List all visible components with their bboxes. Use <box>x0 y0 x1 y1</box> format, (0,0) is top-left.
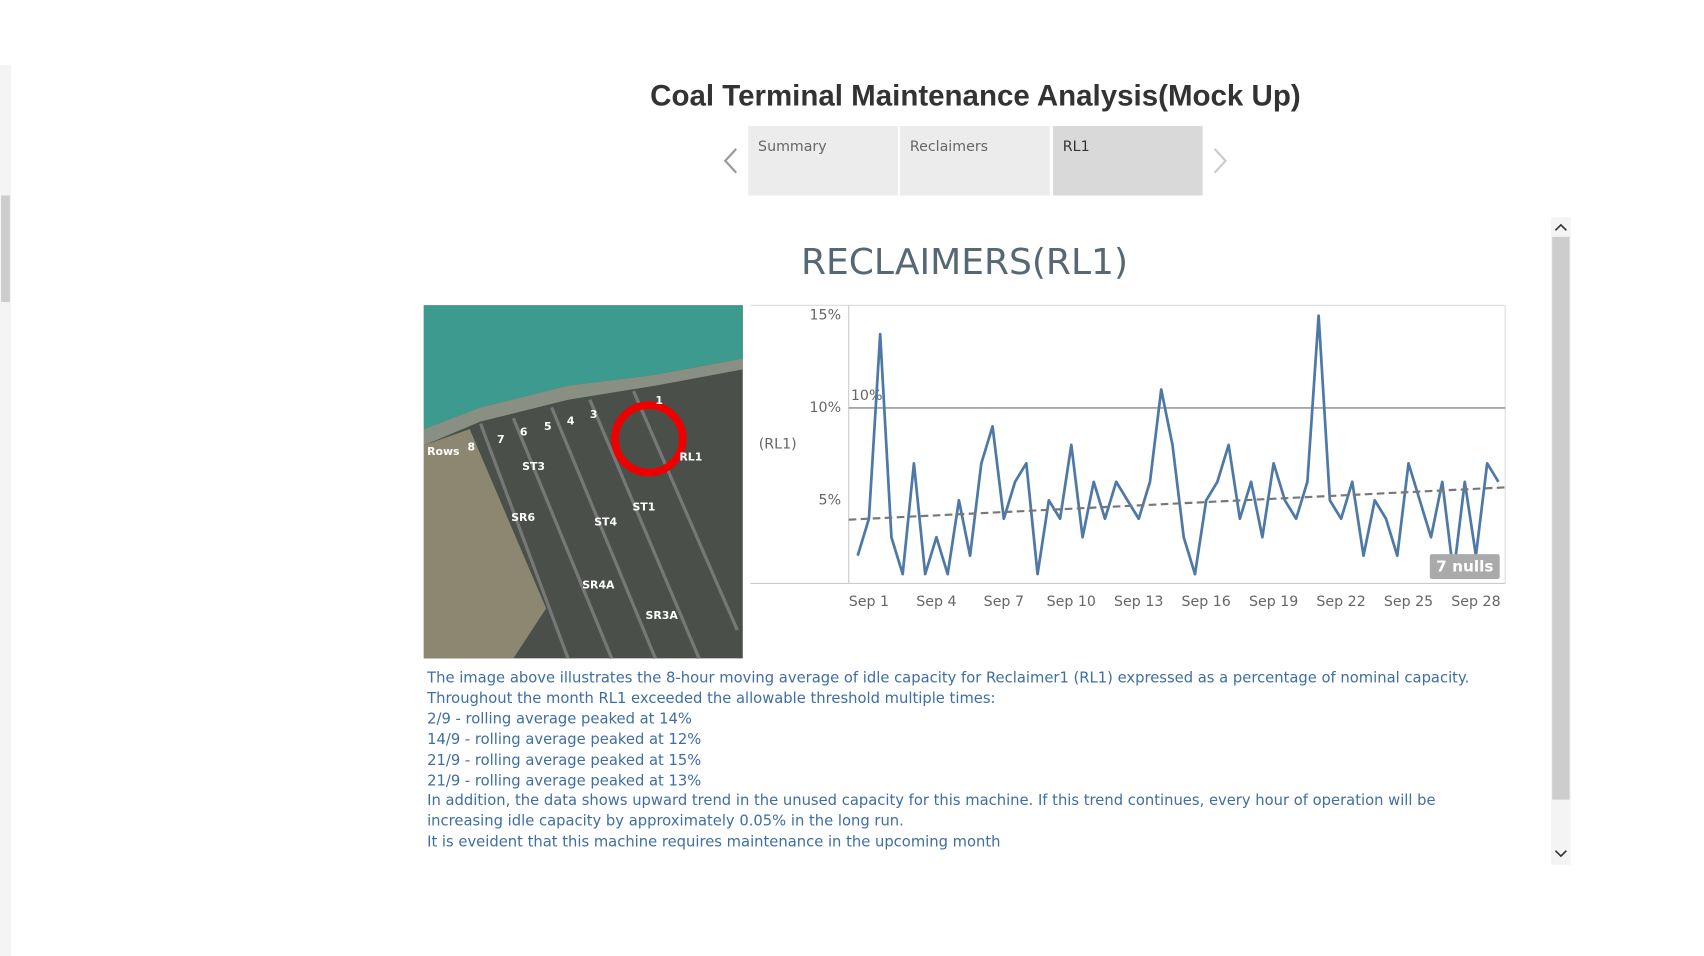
description-line: 21/9 - rolling average peaked at 15% <box>427 751 702 769</box>
description: The image above illustrates the 8-hour m… <box>427 668 1508 853</box>
x-tick-label: Sep 22 <box>1316 594 1365 610</box>
nulls-indicator: 7 nulls <box>1436 558 1493 576</box>
scroll-down[interactable] <box>1554 850 1567 858</box>
x-tick-label: Sep 28 <box>1451 594 1500 610</box>
description-line: 2/9 - rolling average peaked at 14% <box>427 710 692 728</box>
x-tick-label: Sep 19 <box>1249 594 1298 610</box>
map-label: ST4 <box>594 516 617 529</box>
x-tick-label: Sep 10 <box>1047 594 1096 610</box>
map-label: 7 <box>497 433 505 446</box>
map-label: 6 <box>520 425 528 438</box>
y-axis-label: (RL1) <box>759 436 797 452</box>
x-tick-label: Sep 13 <box>1114 594 1163 610</box>
x-tick-label: Sep 1 <box>849 594 889 610</box>
description-line: The image above illustrates the 8-hour m… <box>427 669 1470 687</box>
description-line: 14/9 - rolling average peaked at 12% <box>427 730 702 749</box>
next-arrow[interactable] <box>1213 148 1228 174</box>
data-line <box>856 314 1500 576</box>
map-label: ST1 <box>632 500 655 513</box>
x-tick-label: Sep 7 <box>984 594 1024 610</box>
map-label: 4 <box>567 415 575 428</box>
map-label: ST3 <box>522 460 545 473</box>
map-label: SR4A <box>582 579 615 592</box>
map-label: 5 <box>544 420 552 433</box>
nulls-badge <box>1429 554 1500 580</box>
map-label: SR3A <box>646 609 679 622</box>
tab-active[interactable]: RL1 <box>1052 126 1203 196</box>
map-label: 3 <box>590 408 598 421</box>
description-line: In addition, the data shows upward trend… <box>427 792 1436 831</box>
tab[interactable]: Reclaimers <box>900 126 1050 196</box>
tab[interactable]: Summary <box>748 126 898 196</box>
y-tick-label: 5% <box>819 492 842 508</box>
chart-title: RECLAIMERS(RL1) <box>801 242 1128 283</box>
y-tick-label: 10% <box>810 400 842 416</box>
y-tick-label: 15% <box>810 308 842 324</box>
reference-label: 10% <box>851 388 883 404</box>
trend-line <box>848 486 1506 521</box>
description-line: 21/9 - rolling average peaked at 13% <box>427 771 702 790</box>
prev-arrow[interactable] <box>723 148 738 174</box>
x-tick-label: Sep 25 <box>1384 594 1433 610</box>
scroll-thumb[interactable] <box>1 195 10 303</box>
scroll-thumb[interactable] <box>1552 236 1570 800</box>
map-label: 1 <box>655 394 663 407</box>
page-title: Coal Terminal Maintenance Analysis(Mock … <box>650 80 1300 113</box>
map-label: SR6 <box>511 511 535 524</box>
map-label: 8 <box>468 441 476 454</box>
scroll-up[interactable] <box>1554 223 1567 231</box>
map-label: RL1 <box>679 450 702 463</box>
x-tick-label: Sep 16 <box>1182 594 1231 610</box>
description-line: It is eveident that this machine require… <box>427 833 1001 851</box>
map-label: Rows <box>427 445 459 458</box>
description-line: Throughout the month RL1 exceeded the al… <box>427 689 996 708</box>
map-image <box>423 305 743 659</box>
left-scrollbar[interactable] <box>0 65 11 956</box>
x-tick-label: Sep 4 <box>916 594 956 610</box>
